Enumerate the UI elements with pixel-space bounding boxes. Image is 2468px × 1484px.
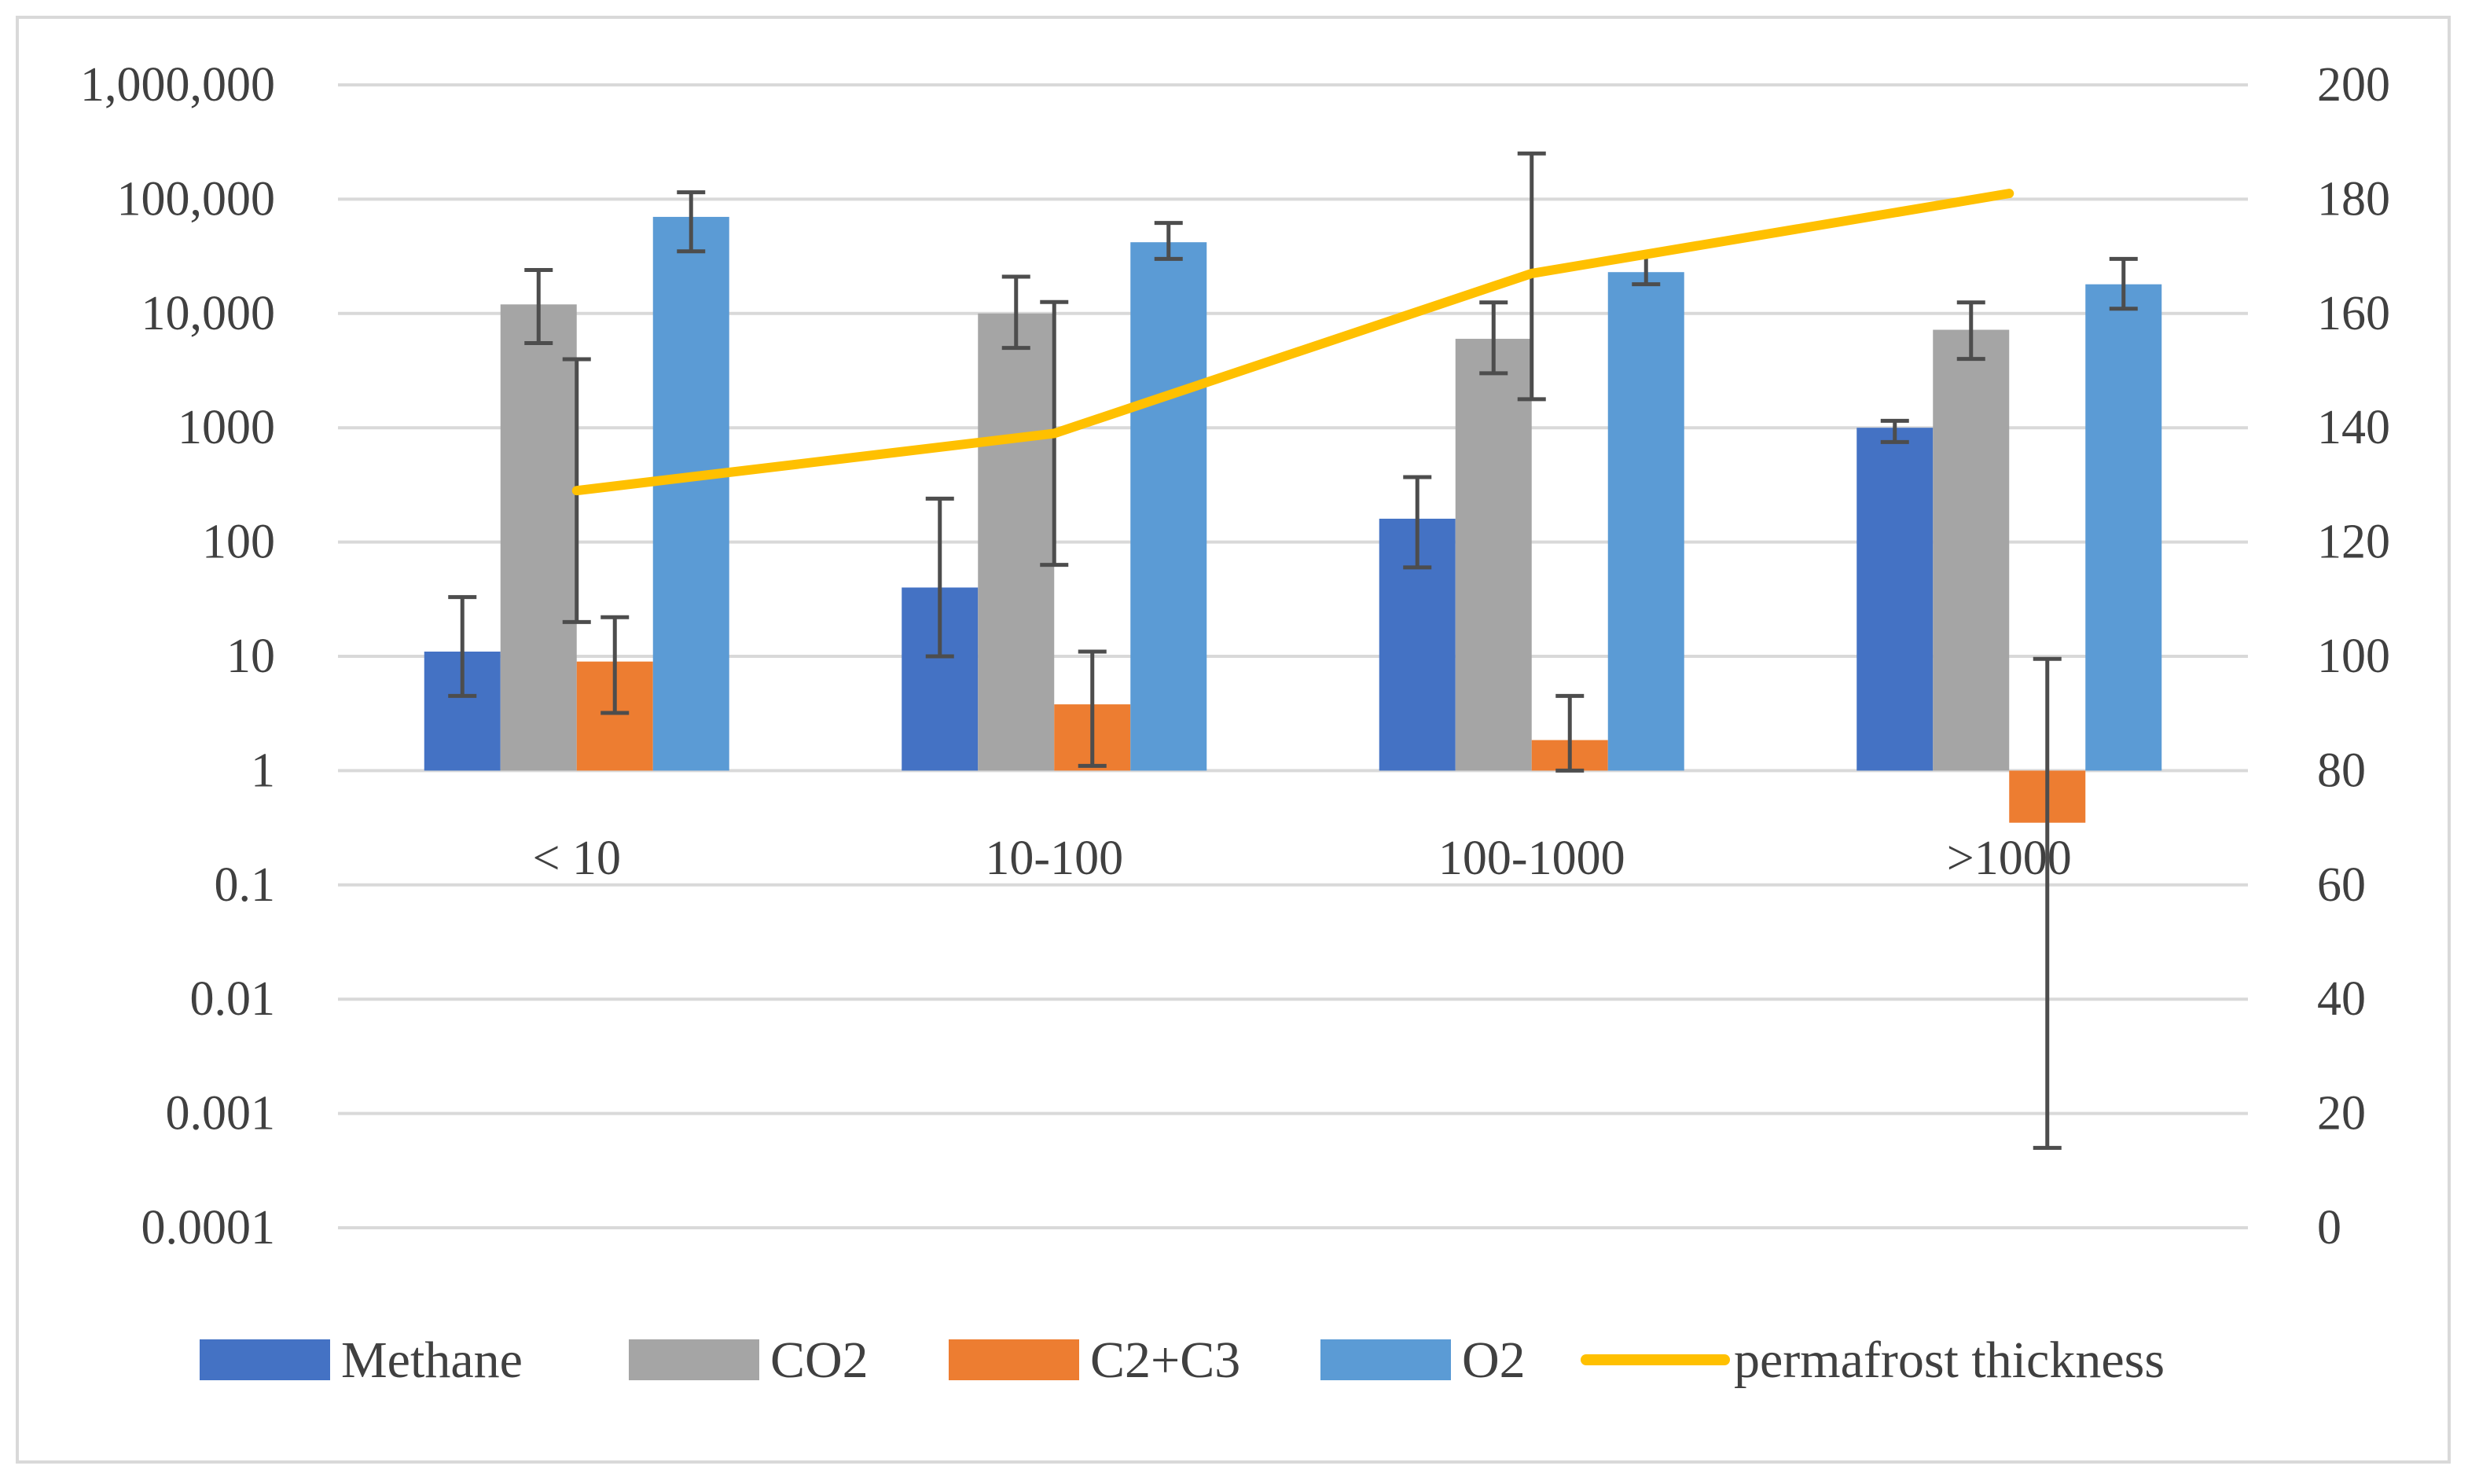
category-label: >1000 [1947,832,2072,885]
left-tick-label: 1,000,000 [80,58,275,112]
right-tick-label: 160 [2317,287,2390,340]
right-tick-label: 0 [2317,1201,2341,1254]
bar-o2 [1607,272,1684,771]
chart-frame [16,16,2451,1464]
left-tick-label: 0.0001 [141,1201,276,1254]
error-bar [925,496,954,659]
legend-swatch-c2-c3 [949,1339,1079,1380]
right-tick-label: 20 [2317,1087,2366,1141]
error-bar [1479,300,1508,376]
bar-o2 [1130,242,1207,771]
bar-o2 [652,216,729,771]
right-tick-label: 140 [2317,401,2390,454]
right-tick-label: 200 [2317,58,2390,112]
category-labels: < 10 10-100 100-1000 >1000 [533,832,2072,885]
left-tick-label: 100,000 [117,172,276,226]
category-label: 10-100 [985,832,1123,885]
legend-swatch-co2 [629,1339,759,1380]
legend-label-c2-c3: C2+C3 [1090,1332,1240,1389]
left-axis-ticks: 1,000,000 100,000 10,000 1000 100 10 1 0.1 0.01 0… [80,58,275,1254]
left-tick-label: 100 [202,516,275,569]
left-tick-label: 0.001 [166,1087,276,1141]
bar-series [424,216,2162,823]
category-label: 100-1000 [1438,832,1625,885]
error-bars [448,151,2138,1150]
right-tick-label: 180 [2317,172,2390,226]
legend-swatch-o2 [1320,1339,1451,1380]
legend: Methane CO2 C2+C3 O2 permafrost thickness [200,1332,2165,1389]
error-bar [1555,693,1585,773]
left-tick-label: 0.01 [190,972,276,1026]
category-label: < 10 [533,832,621,885]
error-bar [2109,256,2138,311]
bar-co2 [1455,339,1532,771]
left-tick-label: 1 [251,744,275,797]
error-bar [1154,221,1183,261]
legend-label-methane: Methane [341,1332,523,1389]
legend-label-permafrost-thickness: permafrost thickness [1734,1332,2165,1389]
bar-co2 [978,313,1055,771]
bar-co2 [500,304,577,771]
bar-o2 [2085,284,2162,771]
right-tick-label: 100 [2317,630,2390,683]
error-bar [1880,418,1909,444]
legend-swatch-methane [200,1339,330,1380]
left-tick-label: 1000 [178,401,275,454]
error-bar [524,268,553,346]
right-tick-label: 120 [2317,516,2390,569]
legend-label-o2: O2 [1462,1332,1526,1389]
line-series [571,189,2014,496]
error-bar [1001,274,1030,351]
right-tick-label: 60 [2317,858,2366,912]
bar-methane [1857,428,1934,771]
right-tick-label: 40 [2317,972,2366,1026]
error-bar [448,595,477,698]
series-line-permafrost-thickness [571,189,2014,496]
error-bar [1403,475,1432,570]
error-bar [1078,649,1107,768]
legend-label-co2: CO2 [770,1332,869,1389]
error-bar [600,615,630,715]
error-bar [2033,656,2062,1150]
left-tick-label: 10,000 [141,287,276,340]
left-tick-label: 0.1 [215,858,276,912]
error-bar [677,190,706,254]
right-tick-label: 80 [2317,744,2366,797]
error-bar [1956,300,1985,362]
left-tick-label: 10 [226,630,275,683]
bar-co2 [1933,329,2010,771]
